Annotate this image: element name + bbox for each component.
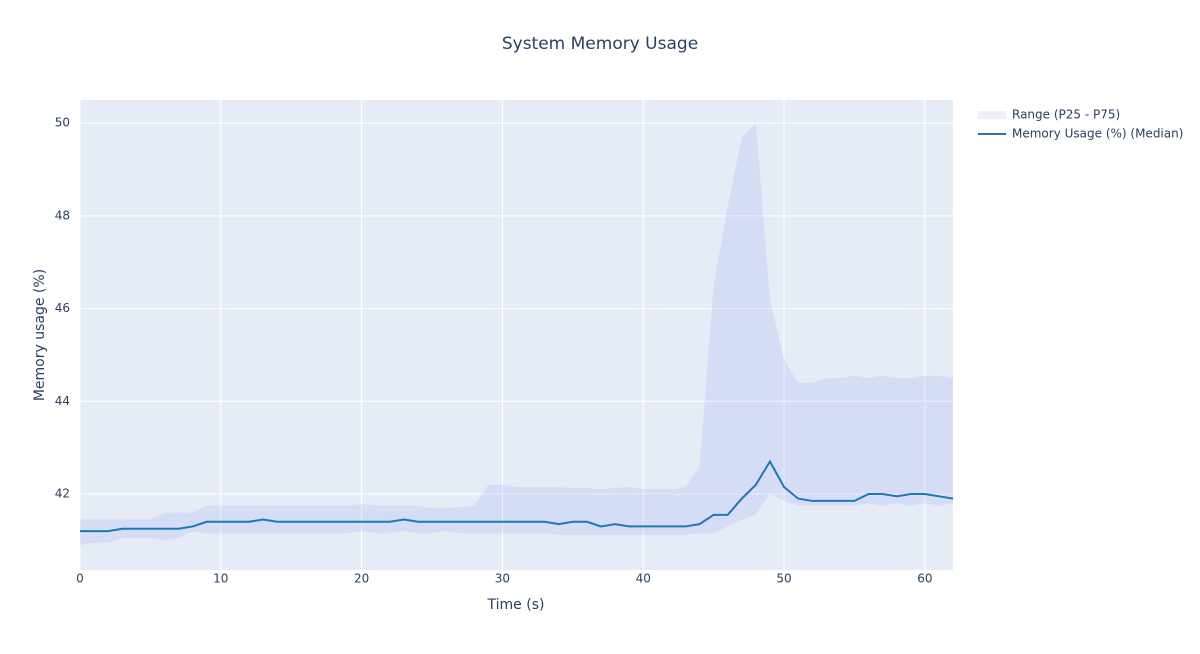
x-tick-label: 50 — [776, 572, 791, 586]
legend-label: Memory Usage (%) (Median) — [1012, 127, 1183, 141]
chart-title: System Memory Usage — [502, 34, 698, 54]
x-tick-label: 20 — [354, 572, 369, 586]
y-tick-label: 44 — [55, 394, 70, 408]
y-axis-title: Memory usage (%) — [32, 269, 48, 401]
marks — [80, 123, 954, 545]
x-tick-label: 30 — [495, 572, 510, 586]
plot-area — [80, 100, 953, 570]
range-band — [80, 123, 953, 545]
y-tick-label: 50 — [55, 116, 70, 130]
median-line — [80, 459, 954, 533]
y-tick-label: 48 — [55, 208, 70, 222]
y-tick-label: 46 — [55, 301, 70, 315]
legend-label: Range (P25 - P75) — [1012, 108, 1120, 122]
grid — [79, 100, 953, 570]
x-tick-label: 40 — [636, 572, 651, 586]
x-tick-label: 60 — [917, 572, 932, 586]
y-tick-label: 42 — [55, 486, 70, 500]
x-tick-label: 10 — [213, 572, 228, 586]
x-axis-title: Time (s) — [487, 597, 545, 613]
x-tick-label: 0 — [76, 572, 84, 586]
